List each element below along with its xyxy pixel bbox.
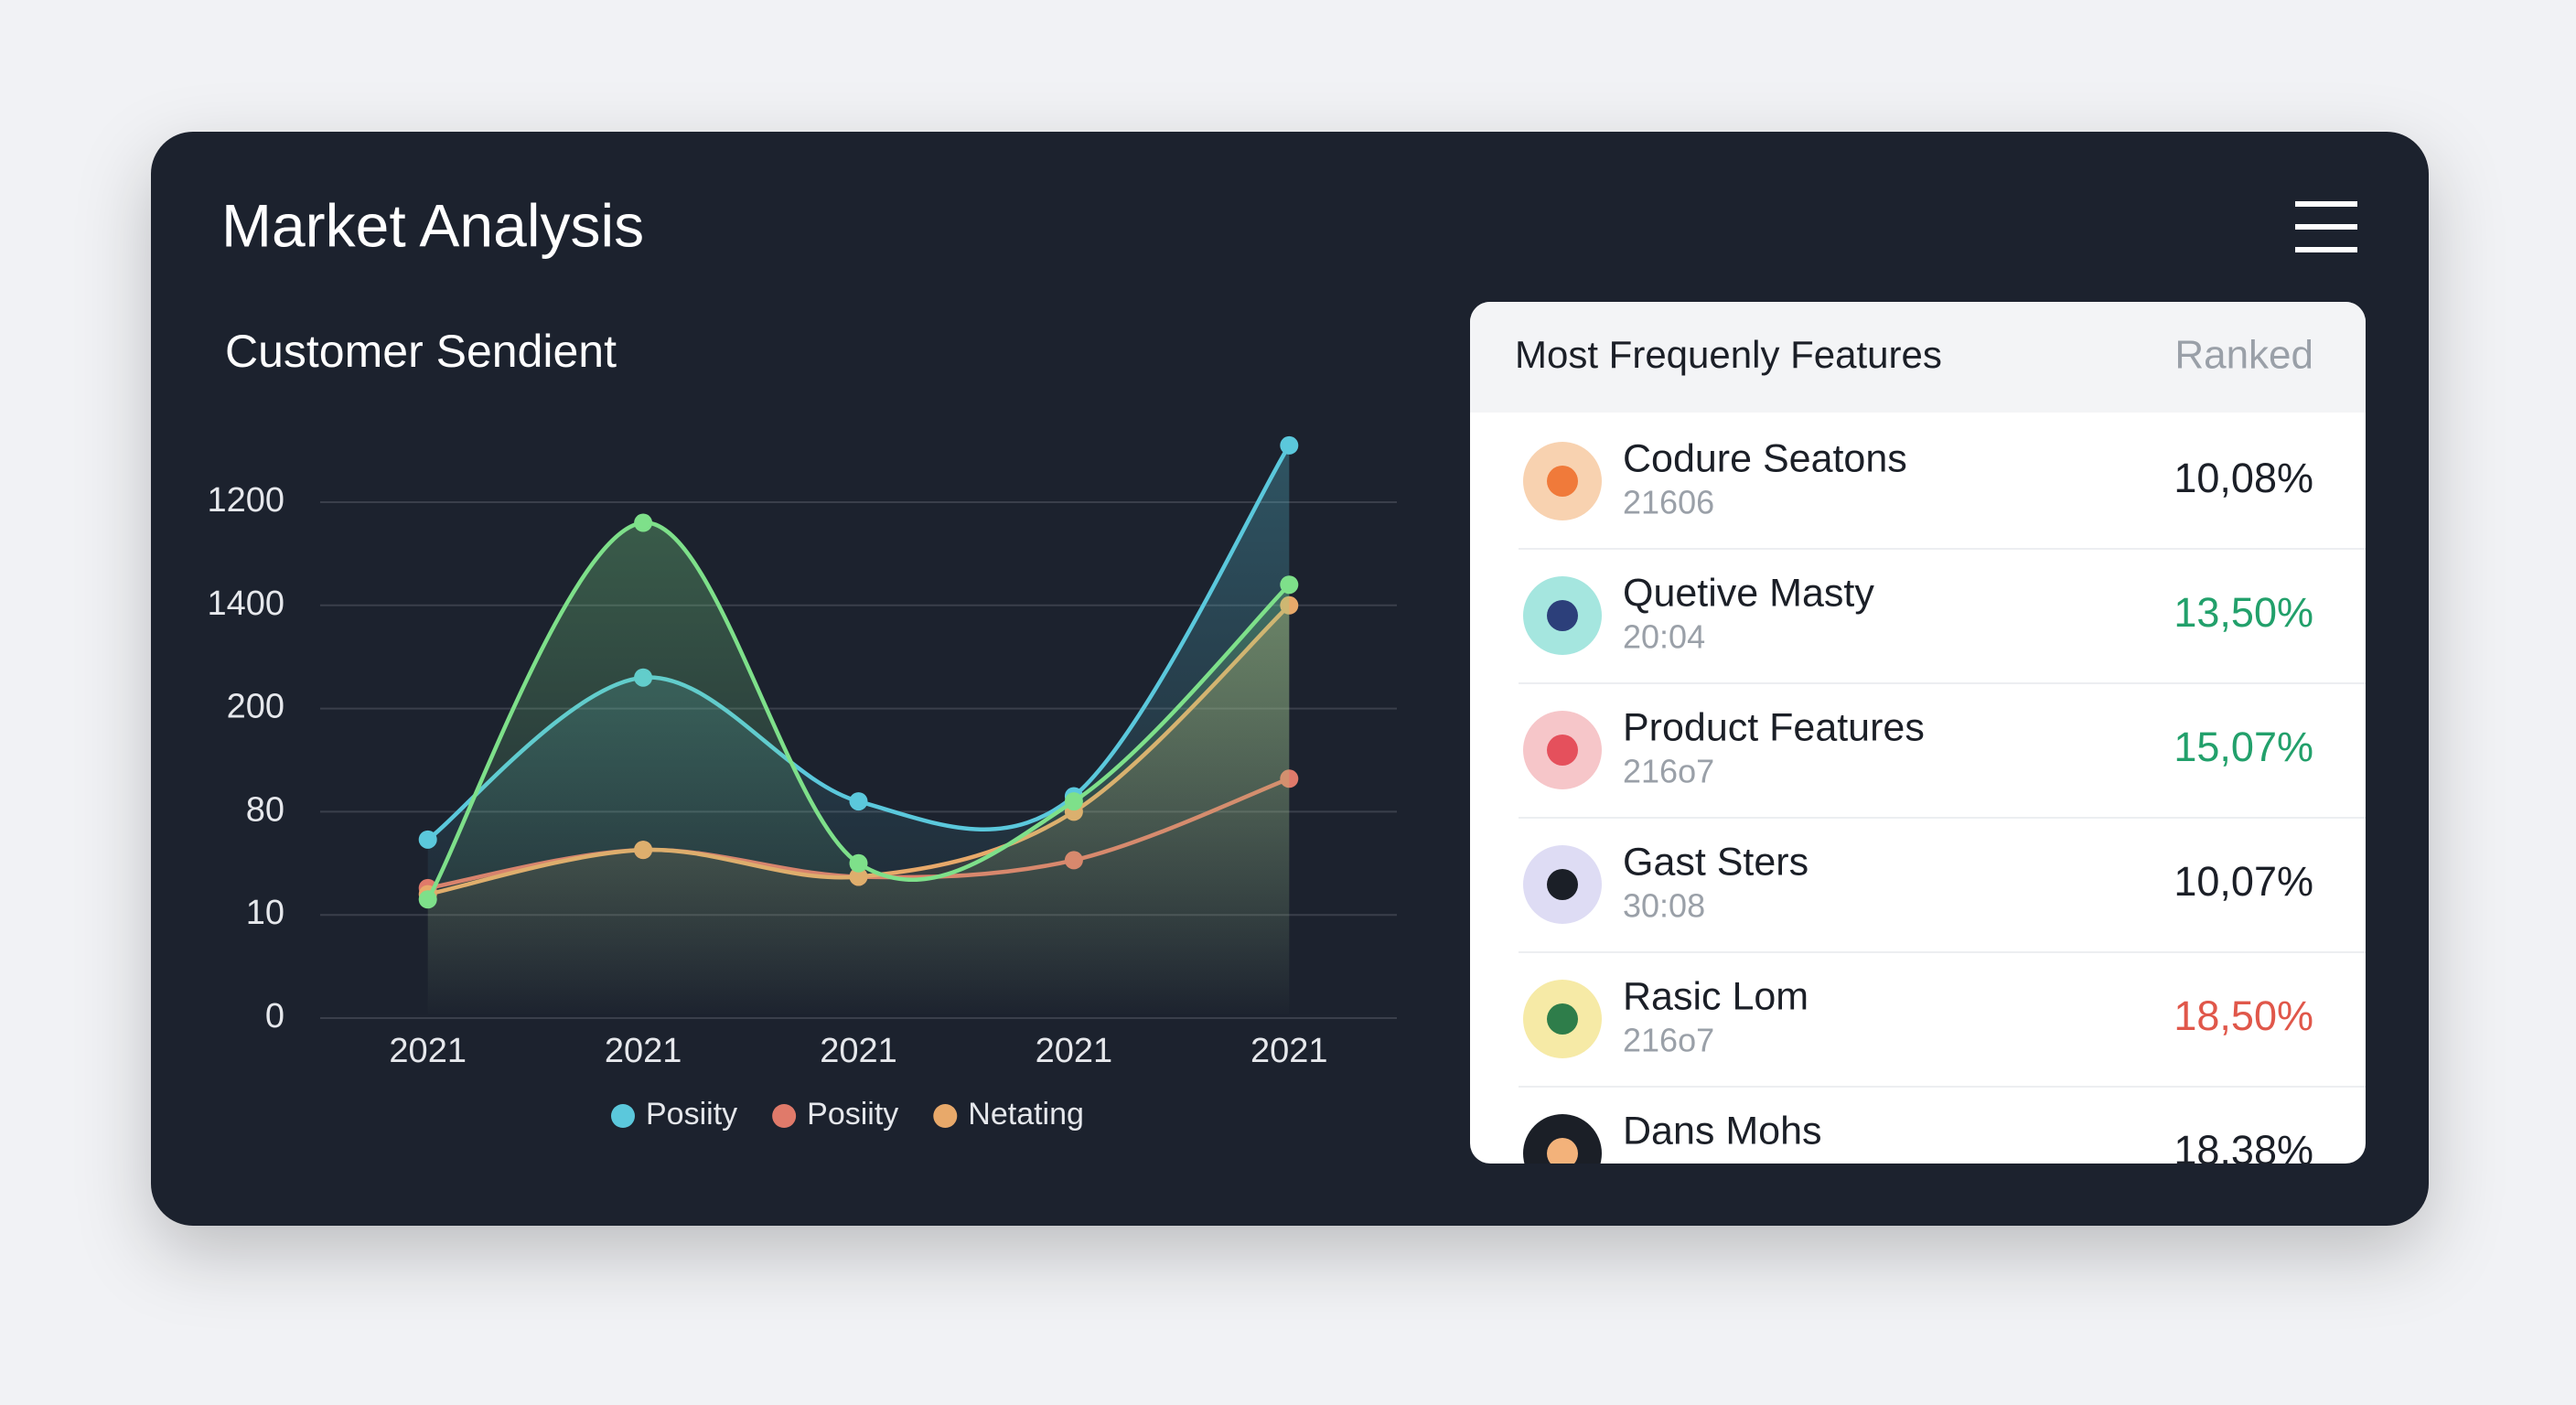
menu-button[interactable] [2295, 201, 2357, 252]
row-name: Product Features [1623, 705, 1925, 749]
legend-swatch [611, 1104, 635, 1128]
row-value: 10,07% [2174, 858, 2313, 905]
row-value: 15,07% [2174, 724, 2313, 770]
row-icon-glyph [1547, 869, 1578, 900]
row-icon-glyph [1547, 1003, 1578, 1035]
point [418, 830, 437, 849]
legend-swatch [933, 1104, 958, 1128]
y-tick-label: 0 [265, 997, 284, 1035]
page-title: Market Analysis [221, 191, 644, 259]
y-tick-label: 1400 [207, 585, 284, 623]
point [1280, 575, 1299, 595]
y-tick-label: 80 [246, 790, 284, 829]
x-tick-label: 2021 [389, 1032, 467, 1070]
row-sub: 216o7 [1623, 753, 1714, 790]
row-icon-glyph [1547, 600, 1578, 631]
x-tick-label: 2021 [605, 1032, 682, 1070]
y-tick-label: 1200 [207, 481, 284, 520]
row-icon-glyph [1547, 466, 1578, 497]
row-name: Quetive Masty [1623, 571, 1874, 615]
row-icon-glyph [1547, 735, 1578, 766]
point [418, 890, 437, 909]
y-tick-label: 10 [246, 894, 284, 932]
row-name: Rasic Lom [1623, 974, 1809, 1018]
features-panel: Most Frequenly Features Ranked Codure Se… [1470, 302, 2366, 1174]
row-name: Gast Sters [1623, 840, 1809, 884]
legend-swatch [772, 1104, 797, 1128]
row-icon-glyph [1547, 1138, 1578, 1164]
point [1280, 435, 1299, 455]
legend-label: Netating [968, 1097, 1084, 1132]
row-sub: 21606 [1623, 484, 1714, 521]
x-tick-label: 2021 [1036, 1032, 1113, 1070]
row-value: 10,08% [2174, 455, 2313, 501]
chart-title: Customer Sendient [225, 326, 617, 377]
row-value: 13,50% [2174, 589, 2313, 636]
point [634, 513, 653, 532]
line [425, 520, 1291, 901]
area [427, 522, 1290, 1018]
point [849, 792, 868, 811]
row-name: Dans Mohs [1623, 1109, 1821, 1153]
legend-label: Posiity [646, 1097, 737, 1132]
row-sub: 30:08 [1623, 887, 1705, 925]
row-value: 18,50% [2174, 992, 2313, 1039]
row-sub: 20:04 [1623, 618, 1705, 656]
point [849, 853, 868, 873]
x-tick-label: 2021 [1250, 1032, 1328, 1070]
panel-title: Most Frequenly Features [1515, 333, 1942, 376]
chart: 0 10 80 200 1400 1200 2021 2021 2021 2021 2021 Posi… [207, 435, 1397, 1132]
row-value: 18,38% [2174, 1127, 2313, 1174]
row-name: Codure Seatons [1623, 436, 1907, 480]
point [1064, 792, 1083, 811]
x-tick-label: 2021 [820, 1032, 897, 1070]
panel-header [1470, 302, 2366, 413]
y-tick-label: 200 [227, 688, 284, 726]
legend-label: Posiity [807, 1097, 898, 1132]
row-sub: 216o7 [1623, 1022, 1714, 1059]
rank-label: Ranked [2174, 333, 2313, 378]
